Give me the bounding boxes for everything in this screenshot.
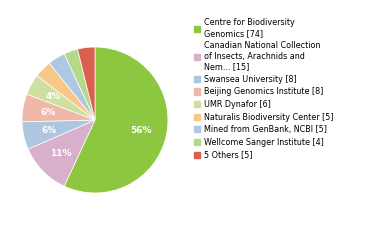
Wedge shape	[28, 120, 95, 186]
Wedge shape	[78, 47, 95, 120]
Wedge shape	[27, 76, 95, 120]
Text: 6%: 6%	[41, 126, 56, 135]
Text: 4%: 4%	[46, 92, 61, 102]
Wedge shape	[22, 120, 95, 149]
Wedge shape	[22, 94, 95, 122]
Text: 6%: 6%	[41, 108, 56, 116]
Wedge shape	[49, 54, 95, 120]
Wedge shape	[64, 47, 168, 193]
Legend: Centre for Biodiversity
Genomics [74], Canadian National Collection
of Insects, : Centre for Biodiversity Genomics [74], C…	[194, 18, 333, 159]
Text: 56%: 56%	[131, 126, 152, 135]
Wedge shape	[64, 49, 95, 120]
Wedge shape	[37, 63, 95, 120]
Text: 11%: 11%	[50, 149, 72, 158]
